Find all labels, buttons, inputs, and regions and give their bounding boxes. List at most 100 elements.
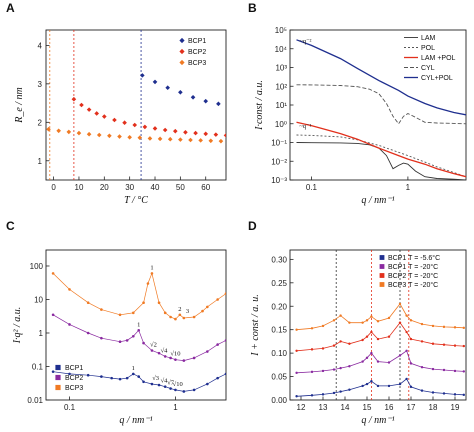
peak-label: √10	[173, 380, 183, 388]
x-axis-title: q / nm⁻¹	[361, 195, 394, 206]
y-tick-label: 0.01	[27, 396, 43, 405]
plot-area	[296, 39, 466, 180]
legend-label: BCP2	[65, 375, 83, 382]
data-point	[339, 340, 342, 343]
panel-d: D 12 13 14 15 16 17 18 19 0.00 0.05 0.10 0.15 0.20 0.2…	[248, 219, 467, 426]
data-point	[332, 344, 336, 347]
y-tick-label: 0.20	[271, 302, 287, 311]
data-point	[51, 370, 55, 373]
panel-letter: A	[6, 1, 15, 15]
legend-marker	[55, 384, 61, 391]
data-point	[178, 137, 183, 142]
legend-label: LAM +POL	[421, 55, 456, 62]
data-point	[370, 351, 373, 355]
data-point	[157, 136, 163, 142]
data-point	[332, 319, 336, 322]
data-point	[147, 136, 153, 141]
x-axis-title: q / nm⁻¹	[119, 415, 152, 426]
y-tick-label: 1	[39, 329, 44, 338]
data-point	[86, 107, 92, 112]
y-tick-label: 10²	[275, 82, 287, 91]
data-point	[405, 349, 408, 352]
data-point	[56, 128, 61, 134]
y-axis-title: I·q² / a.u.	[12, 307, 23, 345]
legend: LAM POL LAM +POL CYL CYL+POL	[404, 35, 456, 82]
data-point	[86, 131, 92, 137]
series-0	[295, 377, 465, 398]
peak-label: 2	[178, 306, 181, 313]
data-point	[405, 314, 408, 317]
data-point	[223, 133, 226, 138]
x-tick-label: 1	[406, 183, 411, 192]
x-tick-label: 0	[51, 183, 56, 192]
x-axis-title: T / °C	[124, 195, 148, 206]
data-point	[348, 365, 351, 368]
data-point	[370, 330, 373, 334]
data-point	[370, 380, 373, 383]
data-point	[152, 126, 158, 131]
legend-label: CYL+POL	[421, 75, 453, 82]
series-2	[295, 321, 465, 352]
legend-marker	[379, 273, 385, 278]
peak-label: 3	[186, 308, 189, 315]
data-point	[462, 326, 465, 330]
data-point	[365, 319, 369, 322]
plot-area	[46, 30, 226, 180]
data-point	[295, 371, 298, 375]
data-point	[409, 337, 413, 341]
series-bcp1	[51, 370, 226, 393]
x-tick-label: 19	[451, 403, 460, 412]
y-tick-label: 10⁻³	[271, 176, 287, 185]
data-point	[127, 135, 132, 140]
data-point	[361, 338, 364, 342]
data-point	[453, 326, 457, 329]
data-point	[167, 136, 173, 142]
data-point	[453, 369, 457, 373]
y-tick-label: 0.1	[32, 362, 44, 371]
series-1	[295, 349, 465, 375]
series-line	[296, 303, 464, 331]
panel-c: C12 31√2√4 √101√3 √4 √7√100.1 10.010.1110100q…	[6, 219, 227, 426]
legend-marker	[179, 59, 185, 66]
panel-letter: C	[6, 219, 15, 233]
data-point	[398, 382, 402, 386]
data-point	[46, 126, 51, 132]
series-line	[296, 84, 466, 125]
plot-frame	[45, 29, 227, 181]
data-point	[218, 138, 224, 144]
data-point	[348, 321, 351, 324]
x-tick-label: 0.1	[306, 183, 318, 192]
x-tick-label: 15	[363, 403, 372, 412]
data-point	[94, 111, 100, 116]
data-point	[387, 316, 391, 320]
panel-a: A 0 10 20 30 40 50 60 1 2 3 4 T / °C R_e / nm BCP1 BCP2…	[6, 1, 227, 206]
plot-area	[51, 272, 226, 393]
data-point	[431, 324, 435, 328]
data-point	[405, 377, 408, 381]
data-point	[178, 90, 183, 95]
data-point	[162, 127, 168, 133]
data-point	[420, 322, 424, 326]
data-point	[387, 384, 391, 388]
data-point	[295, 395, 298, 398]
series-bcp1	[140, 73, 221, 107]
y-tick-label: 10⁻²	[271, 157, 287, 166]
data-point	[71, 96, 77, 102]
data-point	[117, 134, 122, 139]
series-line	[296, 121, 466, 178]
data-point	[76, 130, 82, 136]
data-point	[376, 320, 380, 323]
legend-label: POL	[421, 45, 435, 52]
legend-label: BCP1 T = -20°C	[388, 263, 438, 271]
data-point	[361, 321, 364, 324]
y-tick-label: 0.05	[271, 373, 287, 382]
y-axis-title: R_e / nm	[14, 87, 25, 124]
y-tick-label: 0.00	[271, 396, 287, 405]
data-point	[339, 390, 342, 393]
data-point	[442, 325, 446, 329]
data-point	[361, 384, 364, 388]
y-tick-label: 0.10	[271, 349, 287, 358]
data-point	[152, 79, 158, 85]
